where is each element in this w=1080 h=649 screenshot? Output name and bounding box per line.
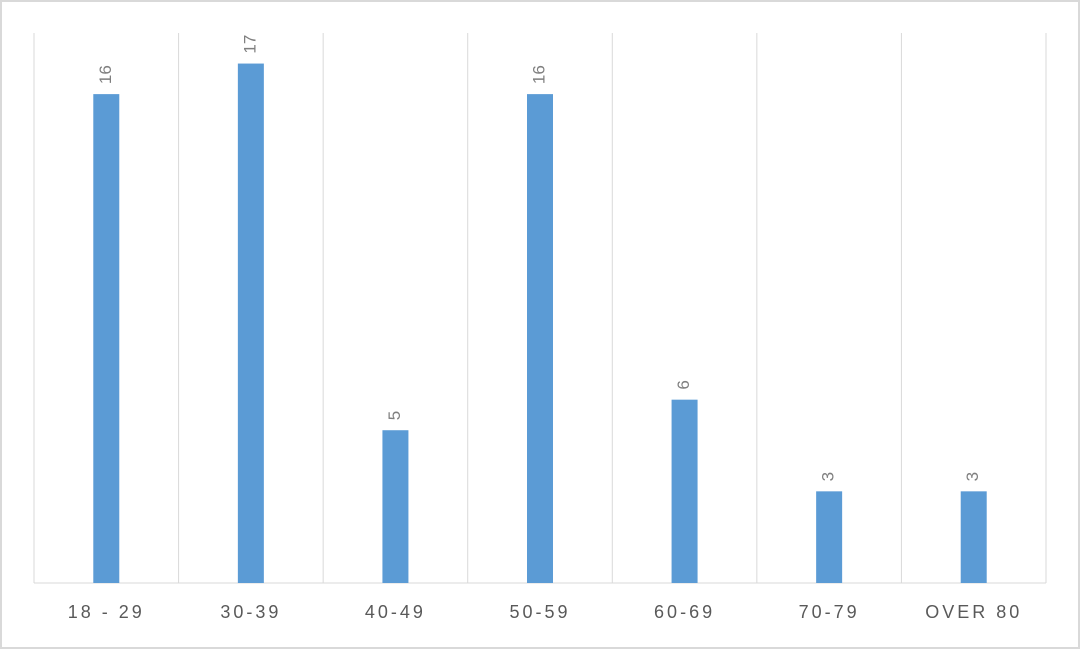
data-label: 3 <box>819 472 838 481</box>
bar <box>671 399 698 583</box>
data-label: 3 <box>963 472 982 481</box>
data-label: 17 <box>240 35 259 54</box>
bar <box>93 94 120 583</box>
x-tick-label: OVER 80 <box>925 602 1022 622</box>
data-label: 16 <box>529 65 548 84</box>
x-tick-label: 50-59 <box>509 602 570 622</box>
data-label: 5 <box>385 411 404 420</box>
x-tick-label: 30-39 <box>220 602 281 622</box>
x-tick-label: 70-79 <box>799 602 860 622</box>
bar <box>527 94 553 583</box>
x-tick-label: 40-49 <box>365 602 426 622</box>
bar <box>237 63 264 584</box>
bar <box>960 491 987 583</box>
bar <box>816 491 843 583</box>
data-label: 6 <box>674 380 693 389</box>
x-tick-label: 18 - 29 <box>68 602 145 622</box>
data-label: 16 <box>96 65 115 84</box>
bar <box>382 430 409 583</box>
x-tick-label: 60-69 <box>654 602 715 622</box>
